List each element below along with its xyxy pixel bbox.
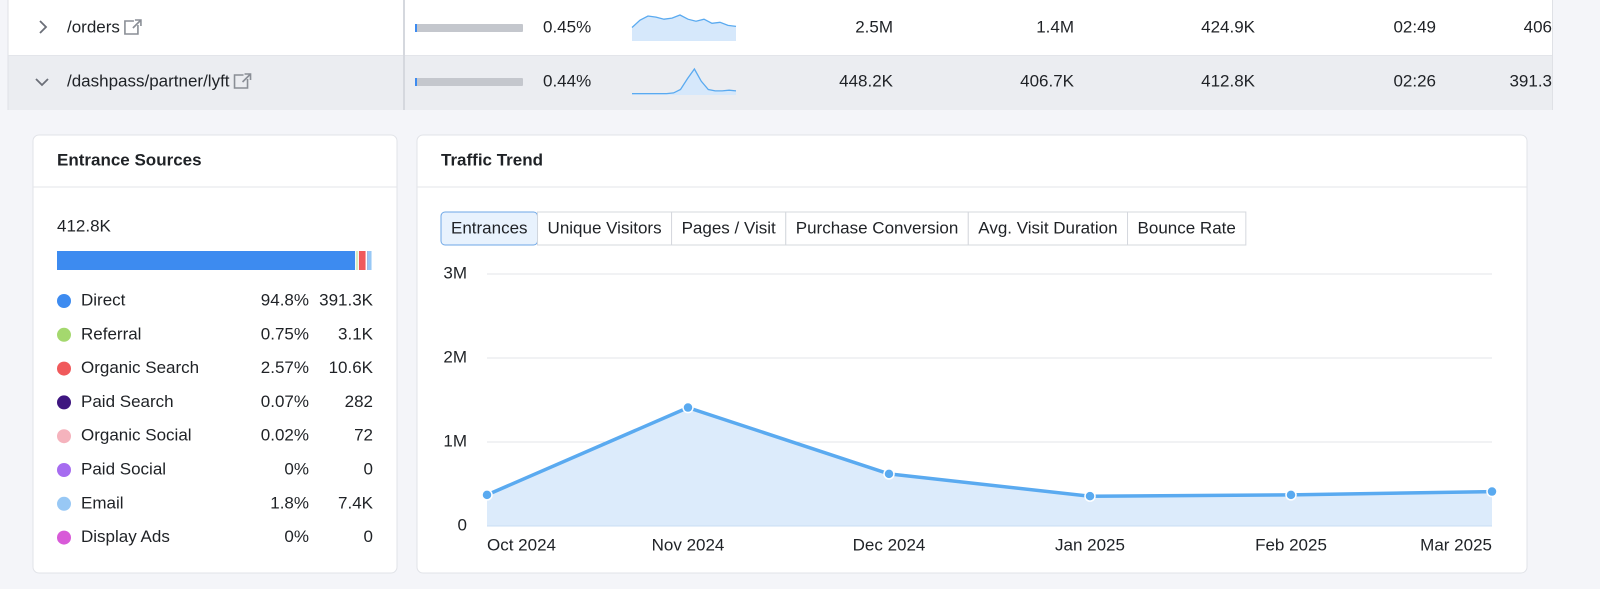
- legend-dot: [57, 327, 71, 342]
- sparkline-area: [632, 69, 736, 95]
- tab-label[interactable]: Entrances: [451, 218, 528, 237]
- metric-cell: 406: [1524, 17, 1552, 36]
- line: [486, 405, 1493, 498]
- tab-label[interactable]: Avg. Visit Duration: [978, 218, 1117, 237]
- metric-cell: 02:49: [1393, 17, 1436, 36]
- expand-icon[interactable]: [39, 20, 48, 34]
- y-tick-label: 3M: [443, 263, 467, 282]
- source-share: 2.57%: [261, 358, 309, 377]
- sparkline: [631, 14, 737, 28]
- source-segment: [57, 251, 356, 270]
- panel: [32, 134, 398, 574]
- x-tick-label: Mar 2025: [1420, 535, 1492, 554]
- source-name: Organic Social: [81, 426, 192, 445]
- tab[interactable]: [1127, 211, 1247, 246]
- share: 0.45%: [543, 17, 591, 36]
- source-count: 391.3K: [319, 290, 374, 309]
- metric-cell: 412.8K: [1201, 71, 1256, 90]
- table-row[interactable]: [8, 0, 1600, 55]
- tab[interactable]: [785, 211, 969, 246]
- legend-dot: [57, 294, 71, 308]
- metric-cell: 2.5M: [855, 17, 893, 36]
- source-count: 0: [364, 459, 373, 478]
- metric-cell: 1.4M: [1036, 17, 1074, 36]
- point[interactable]: [682, 401, 694, 414]
- table-row[interactable]: [8, 56, 1600, 110]
- x-tick-label: Feb 2025: [1255, 535, 1327, 554]
- x-tick-label: Dec 2024: [853, 535, 926, 554]
- source-segment: [358, 251, 366, 270]
- source-count: 10.6K: [329, 358, 374, 377]
- legend-dot: [57, 530, 71, 545]
- source-share: 0.75%: [261, 324, 309, 343]
- y-tick-label: 1M: [443, 431, 467, 450]
- metric-cell: 406.7K: [1020, 71, 1075, 90]
- source-share: 0.02%: [261, 426, 309, 445]
- scrollbar-area: [1553, 0, 1600, 110]
- metric-cell: 02:26: [1393, 71, 1436, 90]
- source-name: Referral: [81, 324, 141, 343]
- legend-dot: [57, 463, 71, 477]
- share-bar-fill: [415, 78, 417, 86]
- x-tick-label: Oct 2024: [487, 535, 556, 554]
- legend-dot: [57, 496, 71, 511]
- share: 0.44%: [543, 71, 591, 90]
- source-share: 1.8%: [270, 493, 309, 512]
- panel-title: Traffic Trend: [441, 150, 543, 169]
- source-share: 0.07%: [261, 392, 309, 411]
- tab-label[interactable]: Unique Visitors: [548, 218, 662, 237]
- metric-cell: 424.9K: [1201, 17, 1256, 36]
- source-name: Display Ads: [81, 527, 170, 546]
- source-share: 0%: [284, 527, 309, 546]
- total: 412.8K: [57, 216, 112, 235]
- point[interactable]: [481, 489, 493, 501]
- tab-label[interactable]: Bounce Rate: [1138, 218, 1236, 237]
- source-name: Email: [81, 493, 124, 512]
- share-bar-fill: [415, 24, 417, 32]
- x-tick-label: Jan 2025: [1055, 535, 1125, 554]
- source-share: 94.8%: [261, 290, 309, 309]
- point[interactable]: [1084, 490, 1096, 502]
- share-bar-track: [415, 78, 523, 86]
- source-count: 3.1K: [338, 324, 374, 343]
- point[interactable]: [883, 468, 895, 480]
- legend-dot: [57, 361, 71, 376]
- page-path[interactable]: /dashpass/partner/lyft: [67, 71, 230, 90]
- point[interactable]: [1486, 485, 1498, 498]
- source-name: Paid Search: [81, 392, 174, 411]
- source-count: 0: [364, 527, 373, 546]
- source-name: Organic Search: [81, 358, 199, 377]
- tab-label[interactable]: Pages / Visit: [682, 218, 776, 237]
- source-segment: [356, 251, 358, 270]
- point[interactable]: [1285, 489, 1297, 501]
- collapse-icon[interactable]: [35, 78, 49, 87]
- source-name: Paid Social: [81, 459, 166, 478]
- tab-label[interactable]: Purchase Conversion: [796, 218, 959, 237]
- source-count: 7.4K: [338, 493, 374, 512]
- panel-title: Entrance Sources: [57, 150, 202, 169]
- y-tick-label: 0: [458, 515, 467, 534]
- x-tick-label: Nov 2024: [652, 535, 725, 554]
- source-name: Direct: [81, 290, 126, 309]
- source-share: 0%: [284, 459, 309, 478]
- sparkline: [632, 67, 737, 95]
- page-path[interactable]: /orders: [67, 17, 120, 36]
- sparkline-area: [632, 15, 736, 41]
- source-count: 282: [345, 392, 373, 411]
- metric-cell: 391.3: [1509, 71, 1552, 90]
- source-count: 72: [354, 426, 373, 445]
- external-link-icon[interactable]: [124, 19, 142, 35]
- share-bar-track: [415, 24, 523, 32]
- metric-cell: 448.2K: [839, 71, 894, 90]
- external-link-icon[interactable]: [233, 73, 252, 89]
- legend-dot: [57, 429, 71, 444]
- legend-dot: [57, 395, 71, 410]
- source-segment: [367, 251, 372, 270]
- y-tick-label: 2M: [443, 347, 467, 366]
